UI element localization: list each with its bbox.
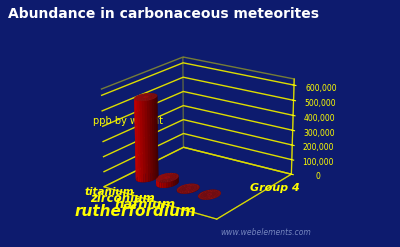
Text: www.webelements.com: www.webelements.com xyxy=(220,228,311,237)
Text: Abundance in carbonaceous meteorites: Abundance in carbonaceous meteorites xyxy=(8,7,319,21)
